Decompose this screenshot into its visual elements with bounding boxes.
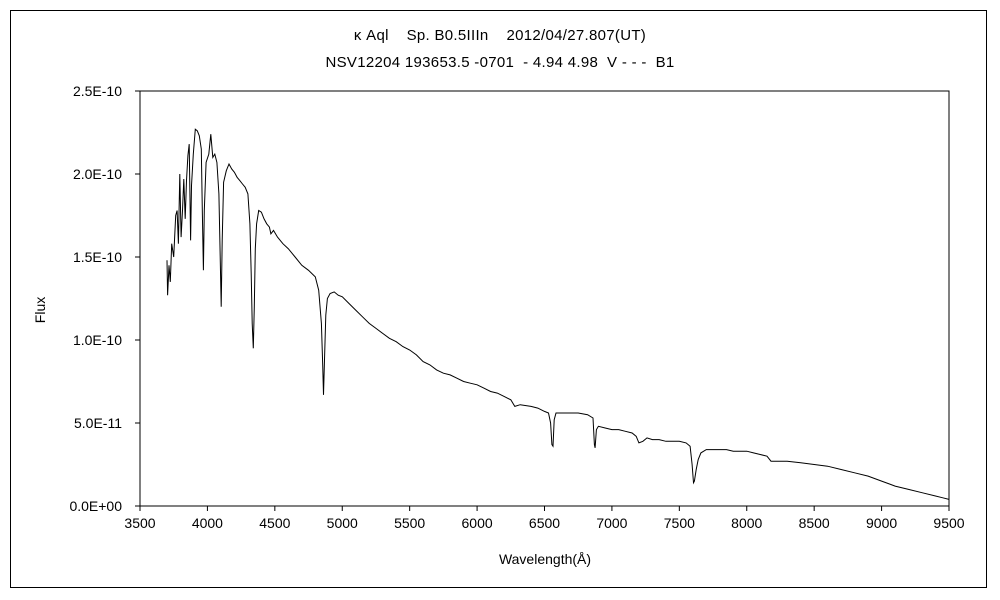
x-tick-label: 4500 — [259, 515, 290, 531]
y-tick-label: 1.5E-10 — [73, 249, 122, 265]
y-tick-label: 2.5E-10 — [73, 83, 122, 99]
plot-area — [139, 90, 950, 507]
x-tick-label: 6500 — [529, 515, 560, 531]
x-tick-label: 7000 — [596, 515, 627, 531]
x-tick-label: 6000 — [462, 515, 493, 531]
chart-frame — [10, 10, 987, 588]
x-tick-label: 9500 — [933, 515, 964, 531]
chart-title: κ Aql Sp. B0.5IIIn 2012/04/27.807(UT) — [353, 27, 647, 44]
y-tick-label: 5.0E-11 — [74, 415, 122, 431]
x-tick-label: 8000 — [731, 515, 762, 531]
y-axis-label: Flux — [32, 297, 48, 323]
y-tick-label: 1.0E-10 — [73, 332, 122, 348]
x-tick-label: 3500 — [124, 515, 155, 531]
x-tick-label: 4000 — [192, 515, 223, 531]
chart-subtitle: NSV12204 193653.5 -0701 - 4.94 4.98 V - … — [325, 54, 675, 71]
y-tick-label: 2.0E-10 — [73, 166, 122, 182]
x-axis-ticks: 3500 4000 4500 5000 5500 6000 6500 7000 7500 8000… — [124, 506, 965, 531]
y-tick-label: 0.0E+00 — [69, 498, 122, 514]
x-tick-label: 5500 — [394, 515, 425, 531]
x-tick-label: 8500 — [799, 515, 830, 531]
spectrum-line — [166, 128, 950, 500]
x-axis-label: Wavelength(Å) — [499, 551, 591, 567]
x-tick-label: 9000 — [866, 515, 897, 531]
x-tick-label: 5000 — [327, 515, 358, 531]
y-axis-ticks: 0.0E+00 5.0E-11 1.0E-10 1.5E-10 2.0E-10 2.5E-… — [69, 83, 140, 514]
x-tick-label: 7500 — [664, 515, 695, 531]
